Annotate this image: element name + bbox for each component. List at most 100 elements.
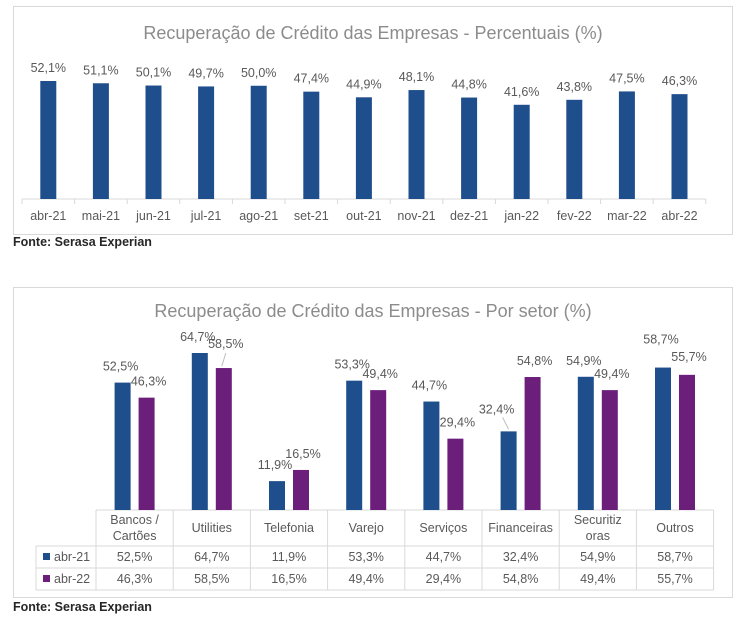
bar — [40, 81, 57, 199]
legend-swatch — [43, 553, 50, 560]
bar-chart-por-setor: Bancos / Cartões Utilities Telefonia Varejo S… — [35, 330, 715, 591]
data-label: 49,4% — [594, 367, 629, 381]
x-tick-label: jun-21 — [135, 209, 171, 223]
label-leader-line — [502, 417, 510, 430]
data-label: 11,9% — [258, 458, 293, 472]
bar-abr-22 — [601, 390, 618, 510]
bar-abr-22 — [215, 368, 232, 510]
bar — [618, 91, 635, 199]
table-cell: 54,8% — [503, 572, 538, 586]
data-label: 52,1% — [31, 61, 66, 75]
table-cell: 58,7% — [657, 550, 692, 564]
data-label: 58,7% — [643, 333, 678, 347]
table-cell: 29,4% — [426, 572, 461, 586]
bar-abr-21 — [269, 481, 285, 510]
data-label: 51,1% — [83, 63, 118, 77]
table-cell: 49,4% — [348, 572, 383, 586]
bar — [566, 99, 583, 199]
data-label: 54,9% — [566, 354, 601, 368]
bar — [303, 91, 320, 199]
table-cell: 54,9% — [580, 550, 615, 564]
x-tick-label: abr-21 — [30, 209, 66, 223]
x-tick-label: dez-21 — [450, 209, 488, 223]
category-label: Varejo — [349, 521, 384, 535]
chart-panel-percentuais: Recuperação de Crédito das Empresas - Pe… — [13, 6, 733, 235]
data-label: 53,3% — [334, 358, 369, 372]
data-label: 32,4% — [479, 402, 514, 416]
bar-abr-22 — [370, 390, 387, 510]
data-label: 49,4% — [362, 367, 397, 381]
legend-label: abr-21 — [54, 550, 90, 564]
x-tick-label: jan-22 — [503, 209, 539, 223]
source-note: Fonte: Serasa Experian — [13, 235, 152, 249]
data-label: 50,0% — [241, 66, 276, 80]
bar-abr-22 — [524, 377, 541, 510]
data-label: 44,8% — [451, 78, 486, 92]
bar-abr-21 — [500, 431, 517, 510]
data-label: 46,3% — [662, 74, 697, 88]
x-tick-label: ago-21 — [239, 209, 278, 223]
x-tick-label: mai-21 — [82, 209, 120, 223]
data-label: 48,1% — [399, 70, 434, 84]
x-tick-label: set-21 — [294, 209, 329, 223]
table-cell: 52,5% — [117, 550, 152, 564]
data-label: 44,7% — [412, 379, 447, 393]
bar — [250, 85, 267, 199]
category-label: Bancos / — [110, 513, 159, 527]
bar-abr-21 — [191, 353, 208, 510]
data-label: 54,8% — [517, 354, 552, 368]
table-cell: 32,4% — [503, 550, 538, 564]
bar-abr-22 — [447, 438, 464, 510]
table-cell: 64,7% — [194, 550, 229, 564]
data-label: 64,7% — [180, 330, 215, 344]
data-label: 55,7% — [671, 350, 706, 364]
table-cell: 55,7% — [657, 572, 692, 586]
bar-abr-22 — [679, 374, 695, 510]
data-label: 44,9% — [346, 77, 381, 91]
data-label: 43,8% — [557, 80, 592, 94]
category-label: Outros — [656, 521, 694, 535]
bar-abr-21 — [577, 376, 594, 510]
data-label: 16,5% — [285, 447, 320, 461]
x-tick-label: abr-22 — [661, 209, 697, 223]
bar-chart-percentuais: 52,1% abr-21 51,1% mai-21 50,1% jun-21 49,7% ju… — [21, 61, 707, 223]
table-cell: 58,5% — [194, 572, 229, 586]
x-tick-label: fev-22 — [557, 209, 592, 223]
bar — [198, 86, 215, 199]
chart-title: Recuperação de Crédito das Empresas - Po… — [154, 301, 592, 321]
category-label: Financeiras — [488, 521, 553, 535]
bar-abr-21 — [346, 380, 363, 510]
data-label: 41,6% — [504, 85, 539, 99]
x-tick-label: out-21 — [346, 209, 381, 223]
bar-abr-22 — [293, 469, 309, 510]
data-label: 47,4% — [294, 72, 329, 86]
category-label: Utilities — [192, 521, 232, 535]
bar — [145, 85, 162, 199]
table-cell: 16,5% — [271, 572, 306, 586]
legend-swatch — [43, 575, 50, 582]
data-label: 47,5% — [609, 71, 644, 85]
bar — [92, 83, 109, 199]
legend-label: abr-22 — [54, 572, 90, 586]
bar — [513, 104, 530, 199]
table-cell: 53,3% — [348, 550, 383, 564]
bar — [671, 94, 688, 199]
table-cell: 46,3% — [117, 572, 152, 586]
x-tick-label: nov-21 — [397, 209, 435, 223]
data-label: 29,4% — [440, 416, 475, 430]
bar — [408, 90, 425, 199]
data-label: 58,5% — [208, 337, 243, 351]
chart-title: Recuperação de Crédito das Empresas - Pe… — [143, 23, 603, 43]
bar-abr-21 — [655, 367, 671, 510]
bar — [461, 97, 478, 199]
bar-abr-21 — [423, 401, 440, 510]
source-note: Fonte: Serasa Experian — [13, 600, 152, 614]
x-tick-label: jul-21 — [190, 209, 222, 223]
bar-abr-22 — [138, 397, 155, 510]
chart-panel-por-setor: Recuperação de Crédito das Empresas - Po… — [13, 287, 733, 598]
category-label: Telefonia — [264, 521, 314, 535]
category-label: Cartões — [113, 529, 157, 543]
bar-abr-21 — [114, 382, 131, 510]
data-label: 52,5% — [103, 360, 138, 374]
table-cell: 49,4% — [580, 572, 615, 586]
